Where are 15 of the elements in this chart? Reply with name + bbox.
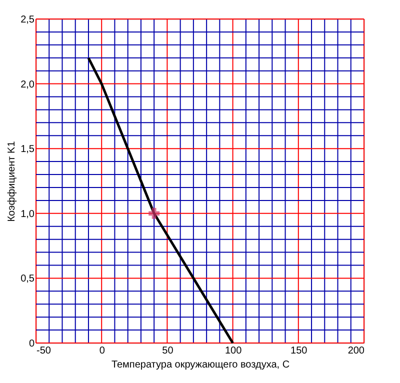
x-axis-title: Температура окружающего воздуха, С — [111, 360, 290, 370]
x-tick-label: 50 — [162, 346, 174, 356]
x-tick-label: -50 — [36, 346, 52, 356]
x-tick-label: 150 — [290, 346, 308, 356]
y-tick-label: 2,5 — [20, 14, 35, 26]
x-tick-label: 0 — [99, 346, 106, 356]
x-tick-label: 100 — [224, 346, 242, 356]
y-tick-label: 1,5 — [20, 144, 35, 156]
y-tick-label: 0,5 — [20, 274, 35, 285]
y-tick-label: 0 — [28, 338, 35, 350]
y-tick-label: 1,0 — [20, 208, 35, 220]
line-series — [87, 56, 234, 344]
x-tick-label: 200 — [348, 346, 365, 356]
y-tick-label: 2,0 — [20, 79, 35, 90]
y-axis-title: Коэффициент K1 — [6, 140, 18, 222]
